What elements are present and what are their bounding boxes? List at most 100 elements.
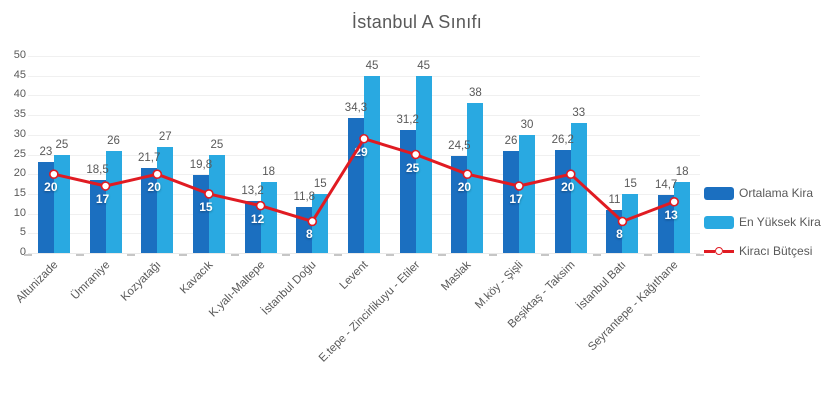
x-axis-label: Seyrantepe - Kağıthane [586,259,681,354]
x-axis-label: İstanbul Batı [575,259,629,313]
bar-value-label-ortalama: 31,2 [396,114,419,127]
bar-ortalama-kira [451,156,468,253]
x-axis-label: Beşiktaş - Taksim [505,259,578,331]
x-axis-tick [127,254,136,256]
bar-en-yuksek-kira [312,193,329,253]
y-tick-label: 45 [13,68,26,81]
x-axis-label: Levent [337,259,371,292]
y-tick-label: 30 [13,127,26,140]
bar-ortalama-kira [348,117,364,253]
bar-value-label-ortalama: 13,2 [241,184,264,197]
bar-value-label-ortalama: 18,5 [86,164,109,177]
y-tick-label: 0 [19,246,26,258]
y-tick-label: 40 [13,88,26,101]
bar-ortalama-kira [244,200,261,253]
legend-label-ortalama-kira: Ortalama Kira [739,186,814,200]
line-value-label: 25 [406,160,420,175]
bar-value-label-en-yuksek: 27 [158,130,172,143]
x-axis-tick [489,254,498,256]
x-axis-tick [282,254,291,256]
legend-item-ortalama-kira: Ortalama Kira [704,184,821,202]
bar-value-label-en-yuksek: 45 [417,59,431,72]
bar-value-label-ortalama: 19,8 [189,158,213,171]
bar-en-yuksek-kira [467,103,484,253]
bar-value-label-ortalama: 21,7 [138,151,161,164]
bar-value-label-ortalama: 24,5 [448,140,471,153]
chart-title: İstanbul A Sınıfı [351,12,483,32]
line-value-label: 20 [561,180,575,195]
bar-value-label-ortalama: 14,7 [654,179,678,192]
x-axis-line [28,253,700,254]
y-tick-label: 15 [13,186,26,199]
bar-ortalama-kira [658,195,675,253]
line-value-label: 29 [354,144,368,159]
line-value-label: 17 [509,192,523,207]
line-value-label: 8 [616,227,623,242]
legend-item-en-yuksek-kira: En Yüksek Kira [704,213,821,231]
y-tick-label: 50 [13,49,26,61]
bar-value-label-ortalama: 11 [608,193,621,206]
legend-dash-right [723,249,734,253]
bar-value-label-ortalama: 26 [504,134,518,147]
bar-value-label-en-yuksek: 26 [107,134,120,147]
legend-swatch-ortalama-kira [704,186,734,200]
legend: Ortalama Kira En Yüksek Kira Kiracı Bütç… [704,184,821,271]
x-axis-label: Kavacık [177,259,216,297]
legend-item-kiraci-butcesi: Kiracı Bütçesi [704,242,821,260]
x-axis-tick [75,254,84,256]
line-value-label: 17 [95,192,110,207]
bar-value-label-en-yuksek: 18 [262,166,275,179]
line-value-label: 20 [44,180,58,195]
bar-ortalama-kira [37,162,54,253]
bar-value-label-ortalama: 34,3 [344,101,368,114]
line-value-label: 12 [250,211,265,226]
bar-value-label-en-yuksek: 30 [520,118,534,131]
bar-value-label-en-yuksek: 33 [572,106,586,119]
y-tick-label: 25 [13,147,26,160]
bar-value-label-en-yuksek: 45 [365,59,379,72]
x-axis-label: Kozyatağı [119,259,164,304]
x-axis-tick [540,254,549,256]
line-value-label: 8 [305,227,313,242]
x-axis-tick [696,254,704,256]
x-axis-tick [437,254,446,256]
bar-ortalama-kira [554,149,571,253]
bar-value-label-ortalama: 23 [39,146,53,159]
x-axis-tick [644,254,653,256]
line-value-label: 15 [199,199,213,214]
bar-en-yuksek-kira [53,154,70,253]
x-axis-label: İstanbul Doğu [260,259,319,318]
x-axis-label: M.köy - Şişli [473,259,526,312]
legend-dash-left [704,249,715,253]
line-value-label: 20 [147,180,161,195]
y-tick-label: 10 [13,206,26,219]
bar-ortalama-kira [399,130,416,253]
y-tick-label: 5 [19,226,26,239]
bar-value-label-ortalama: 11,8 [293,190,316,203]
x-axis-tick [179,254,188,256]
x-axis-tick [334,254,343,256]
legend-line-marker-icon [704,245,734,258]
bar-value-label-en-yuksek: 38 [468,87,482,100]
x-axis-label: K.yalı-Maltepe [206,259,268,320]
x-axis-tick [24,254,32,256]
bar-value-label-en-yuksek: 18 [675,166,689,179]
bar-value-label-en-yuksek: 25 [55,138,69,151]
x-axis-tick [592,254,601,256]
x-axis-tick [230,254,239,256]
x-axis-label: Maslak [439,259,474,294]
bar-value-label-ortalama: 26,2 [551,133,574,146]
line-value-label: 20 [457,180,472,195]
bar-value-label-en-yuksek: 15 [313,177,327,190]
line-value-label: 13 [664,207,678,222]
grid-line [28,56,700,57]
legend-dash-dot [715,246,723,255]
x-axis-tick [385,254,394,256]
y-tick-label: 20 [13,167,26,180]
x-axis-label: E.tepe - Zincirlikuyu - Etiler [316,259,423,365]
legend-label-kiraci-butcesi: Kiracı Bütçesi [739,244,813,258]
legend-swatch-en-yuksek-kira [704,215,734,229]
bar-value-label-en-yuksek: 25 [210,138,224,151]
